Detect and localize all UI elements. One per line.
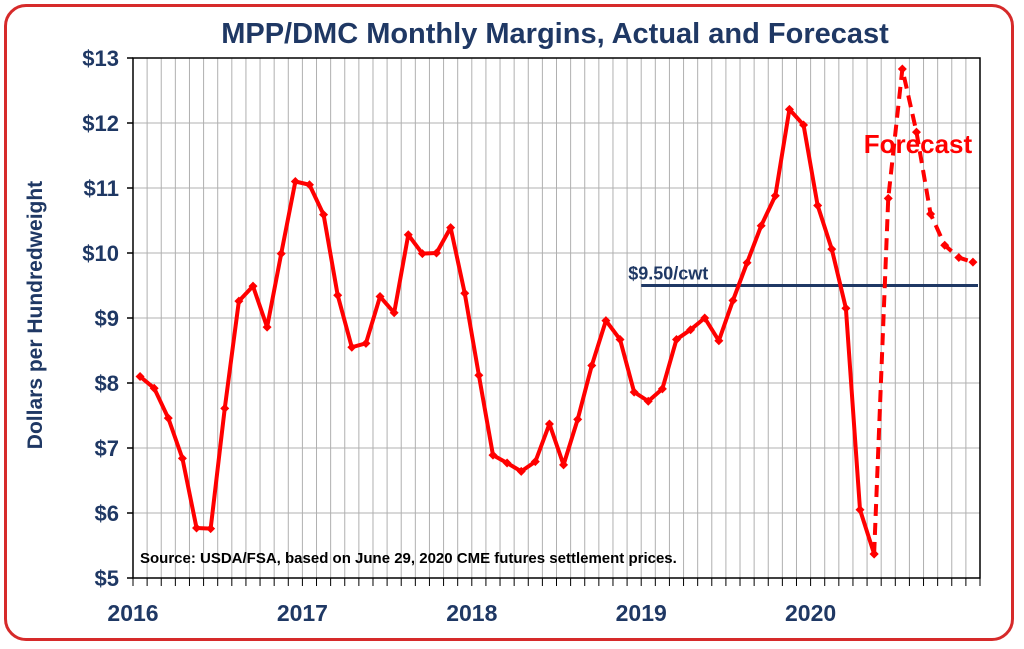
forecast-series-line — [872, 67, 974, 555]
data-point — [770, 191, 780, 201]
x-tick-label: 2017 — [277, 600, 328, 626]
data-point — [516, 466, 526, 476]
data-point — [799, 120, 809, 130]
data-point — [502, 458, 512, 468]
data-point — [615, 334, 625, 344]
data-point — [206, 524, 216, 534]
forecast-point — [911, 127, 921, 137]
data-point — [728, 295, 738, 305]
y-tick-label: $5 — [95, 566, 119, 591]
data-point — [714, 336, 724, 346]
y-tick-label: $10 — [82, 241, 119, 266]
chart-title: MPP/DMC Monthly Margins, Actual and Fore… — [221, 18, 889, 50]
y-tick-label: $6 — [95, 501, 119, 526]
forecast-point — [968, 257, 978, 267]
data-point — [700, 313, 710, 323]
forecast-point — [954, 253, 964, 263]
data-point — [474, 370, 484, 380]
data-point — [220, 403, 230, 413]
axes: $5 $6 $7 $8 $9 $10 $11 $12 $13 2016 2017 2018 2019 20… — [82, 46, 981, 626]
data-point — [177, 453, 187, 463]
data-point — [544, 419, 554, 429]
y-tick-label: $11 — [84, 176, 120, 201]
data-point — [559, 460, 569, 470]
data-point — [276, 249, 286, 259]
x-tick-label: 2020 — [785, 600, 836, 626]
forecast-point — [926, 209, 936, 219]
data-point — [601, 316, 611, 326]
data-point — [290, 177, 300, 186]
data-point — [629, 387, 639, 397]
data-point — [756, 221, 766, 231]
data-point — [841, 303, 851, 313]
actual-series-line — [138, 107, 877, 555]
x-tick-label: 2019 — [616, 600, 667, 626]
series-group — [135, 64, 978, 559]
data-point — [827, 244, 837, 254]
data-point — [361, 338, 371, 348]
data-point — [784, 104, 794, 114]
reference-line-label: $9.50/cwt — [628, 264, 708, 284]
data-point — [389, 308, 399, 318]
data-point — [855, 505, 865, 515]
data-point — [304, 180, 314, 190]
data-point — [403, 230, 413, 240]
data-point — [149, 383, 159, 393]
data-point — [319, 210, 329, 220]
reference-line-group: $9.50/cwt — [628, 264, 978, 287]
data-point — [135, 372, 145, 381]
y-axis-label: Dollars per Hundredweight — [24, 181, 47, 449]
forecast-point — [940, 240, 950, 250]
forecast-point — [883, 193, 893, 203]
data-point — [573, 414, 583, 424]
data-point — [460, 288, 470, 298]
data-point — [446, 223, 456, 233]
y-tick-label: $8 — [95, 371, 119, 396]
data-point — [742, 258, 752, 268]
forecast-point — [869, 549, 879, 559]
data-point — [347, 342, 357, 352]
data-point — [657, 384, 667, 394]
data-point — [375, 292, 385, 302]
data-point — [417, 249, 427, 259]
data-point — [432, 248, 442, 258]
data-point — [192, 523, 202, 533]
data-point — [333, 290, 343, 300]
data-point — [813, 201, 823, 211]
x-tick-label: 2016 — [107, 600, 158, 626]
y-tick-label: $7 — [95, 436, 119, 461]
data-point — [671, 334, 681, 344]
source-note: Source: USDA/FSA, based on June 29, 2020… — [140, 550, 677, 567]
data-point — [643, 396, 653, 406]
data-point — [587, 360, 597, 370]
y-tick-label: $9 — [95, 306, 119, 331]
y-tick-label: $13 — [82, 46, 119, 71]
data-point — [248, 281, 258, 291]
data-point — [488, 450, 498, 460]
gridlines — [132, 57, 981, 578]
forecast-label: Forecast — [864, 129, 973, 159]
data-point — [234, 296, 244, 306]
data-point — [163, 413, 173, 423]
data-point — [262, 322, 272, 332]
forecast-point — [897, 64, 907, 74]
data-point — [530, 457, 540, 467]
data-point — [686, 325, 696, 335]
y-tick-label: $12 — [82, 111, 119, 136]
x-tick-label: 2018 — [446, 600, 497, 626]
